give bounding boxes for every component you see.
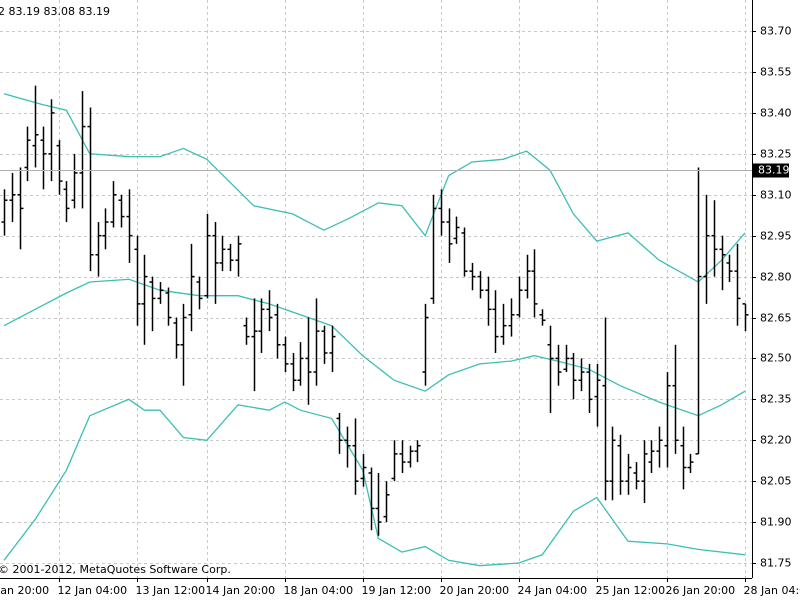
current-price-box [753,163,789,178]
y-tick-label: 83.55 [760,66,792,79]
x-tick-label: 26 Jan 20:00 [666,584,736,597]
y-tick-label: 82.80 [760,271,792,284]
x-tick-label: 28 Jan 04:00 [744,584,800,597]
y-tick-label: 83.10 [760,189,792,202]
y-tick-label: 82.05 [760,475,792,488]
current-price-label: 83.19 [758,164,790,177]
x-tick-label: 19 Jan 12:00 [362,584,432,597]
x-tick-label: 18 Jan 04:00 [284,584,354,597]
copyright: © 2001-2012, MetaQuotes Software Corp. [0,563,231,576]
x-tick-label: 13 Jan 12:00 [136,584,206,597]
band-line [3,93,746,283]
info-text: 2 83.19 83.08 83.19 [0,5,110,18]
y-tick-label: 82.20 [760,434,792,447]
x-tick-label: 20 Jan 20:00 [440,584,510,597]
band-line [3,278,746,417]
x-tick-label: 14 Jan 20:00 [206,584,276,597]
x-tick-label: 25 Jan 12:00 [596,584,666,597]
x-tick-label: 24 Jan 04:00 [518,584,588,597]
y-tick-label: 83.70 [760,25,792,38]
y-tick-label: 82.35 [760,393,792,406]
y-tick-label: 83.25 [760,148,792,161]
y-tick-label: 82.95 [760,230,792,243]
x-tick-label: 12 Jan 04:00 [58,584,128,597]
y-tick-label: 81.90 [760,516,792,529]
y-tick-label: 81.75 [760,557,792,570]
y-tick-label: 82.65 [760,312,792,325]
x-tick-label: 11 Jan 20:00 [0,584,49,597]
y-tick-label: 82.50 [760,352,792,365]
plot-area [0,0,752,578]
y-tick-label: 83.40 [760,107,792,120]
